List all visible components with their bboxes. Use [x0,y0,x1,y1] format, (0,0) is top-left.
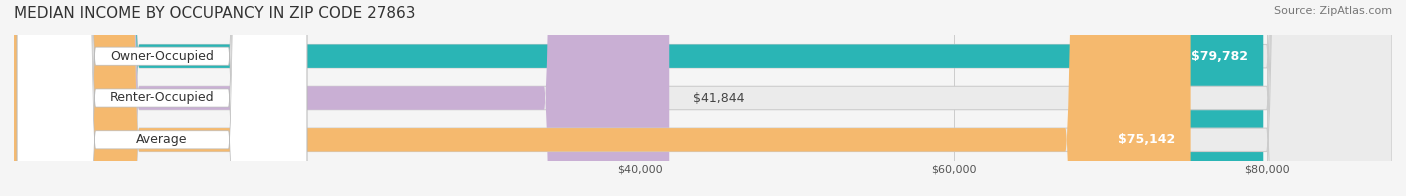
Text: $79,782: $79,782 [1191,50,1247,63]
Text: $75,142: $75,142 [1118,133,1175,146]
Text: $41,844: $41,844 [693,92,744,104]
Text: Source: ZipAtlas.com: Source: ZipAtlas.com [1274,6,1392,16]
FancyBboxPatch shape [14,0,1263,196]
FancyBboxPatch shape [14,0,1392,196]
FancyBboxPatch shape [17,0,307,196]
FancyBboxPatch shape [14,0,1191,196]
Text: Average: Average [136,133,188,146]
FancyBboxPatch shape [17,0,307,196]
Text: MEDIAN INCOME BY OCCUPANCY IN ZIP CODE 27863: MEDIAN INCOME BY OCCUPANCY IN ZIP CODE 2… [14,6,416,21]
FancyBboxPatch shape [14,0,669,196]
Text: Owner-Occupied: Owner-Occupied [110,50,214,63]
Text: Renter-Occupied: Renter-Occupied [110,92,214,104]
FancyBboxPatch shape [17,0,307,196]
FancyBboxPatch shape [14,0,1392,196]
FancyBboxPatch shape [14,0,1392,196]
